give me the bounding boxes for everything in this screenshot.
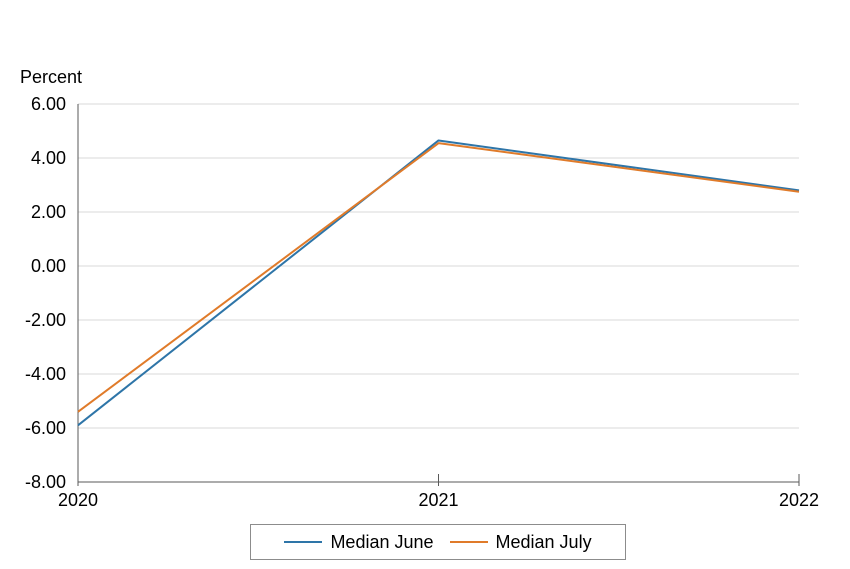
y-axis-title: Percent <box>20 67 82 87</box>
legend-item-median-july: Median July <box>449 531 592 553</box>
y-tick-label: -2.00 <box>25 310 66 330</box>
y-tick-label: -4.00 <box>25 364 66 384</box>
y-tick-label: -6.00 <box>25 418 66 438</box>
series-line-median-june <box>77 139 800 427</box>
y-tick-labels: 6.00 4.00 2.00 0.00 -2.00 -4.00 -6.00 -8.00 <box>25 94 66 492</box>
axes <box>77 104 800 486</box>
legend-item-median-june: Median June <box>284 531 434 553</box>
y-tick-label: 6.00 <box>31 94 66 114</box>
legend-label-median-june: Median June <box>330 531 434 552</box>
y-tick-label: 0.00 <box>31 256 66 276</box>
series-line-median-july <box>77 142 800 413</box>
y-tick-label: -8.00 <box>25 472 66 492</box>
y-tick-label: 2.00 <box>31 202 66 222</box>
grid-lines <box>78 103 799 429</box>
x-tick-label: 2022 <box>779 490 819 510</box>
series-lines <box>77 139 800 427</box>
y-tick-label: 4.00 <box>31 148 66 168</box>
legend-swatch-median-june <box>284 541 323 543</box>
legend: Median June Median July <box>250 524 626 560</box>
legend-label-median-july: Median July <box>495 531 592 552</box>
legend-swatch-median-july <box>449 541 488 543</box>
x-tick-label: 2020 <box>58 490 98 510</box>
x-tick-labels: 2020 2021 2022 <box>58 490 819 510</box>
x-tick-label: 2021 <box>418 490 458 510</box>
